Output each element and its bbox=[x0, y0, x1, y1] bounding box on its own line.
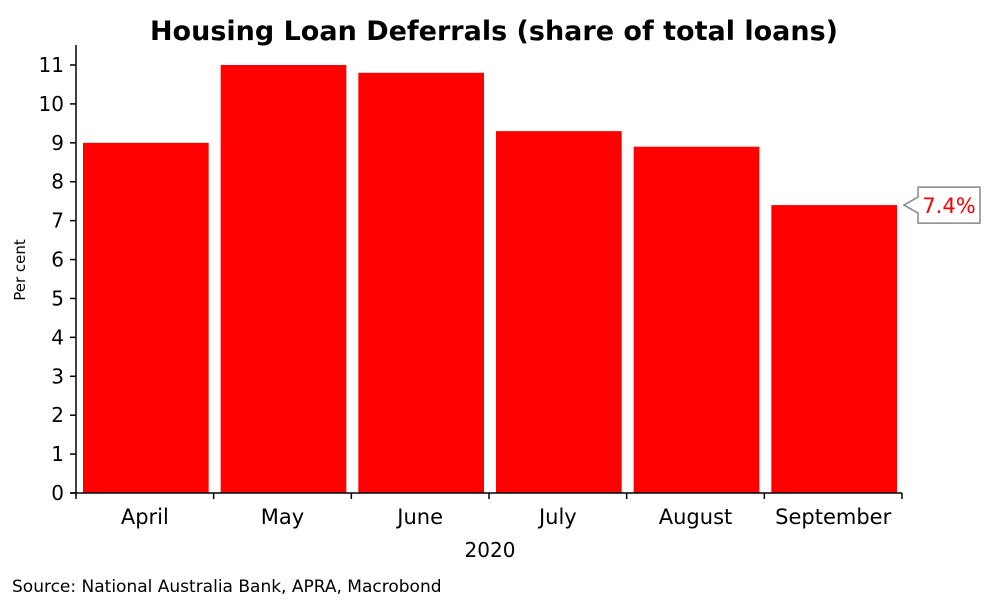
x-category-label: July bbox=[537, 505, 577, 529]
y-tick-label: 0 bbox=[51, 481, 64, 505]
y-tick-label: 9 bbox=[51, 131, 64, 155]
x-category-label: May bbox=[261, 505, 304, 529]
callout-label: 7.4% bbox=[922, 194, 975, 218]
y-tick-label: 7 bbox=[51, 209, 64, 233]
y-tick-label: 5 bbox=[51, 286, 64, 310]
y-tick-label: 8 bbox=[51, 170, 64, 194]
x-axis-title: 2020 bbox=[465, 538, 516, 562]
x-category-label: September bbox=[775, 505, 891, 529]
bar-august bbox=[633, 146, 760, 493]
bars bbox=[83, 65, 897, 494]
y-tick-label: 6 bbox=[51, 248, 64, 272]
bar-september bbox=[771, 205, 897, 493]
bar-june bbox=[358, 72, 484, 494]
y-tick-label: 10 bbox=[39, 92, 64, 116]
y-tick-label: 11 bbox=[39, 53, 64, 77]
source-note: Source: National Australia Bank, APRA, M… bbox=[12, 577, 442, 597]
x-axis: April May June July August September bbox=[70, 492, 903, 529]
bar-july bbox=[496, 131, 622, 494]
y-axis: 0 1 2 3 4 5 6 7 8 9 10 11 bbox=[39, 45, 77, 505]
bar-may bbox=[220, 65, 347, 493]
x-category-label: August bbox=[659, 505, 733, 529]
bar-april bbox=[83, 142, 209, 493]
y-tick-label: 3 bbox=[51, 364, 64, 388]
value-callout: 7.4% bbox=[902, 186, 981, 224]
x-category-label: April bbox=[121, 505, 169, 529]
y-tick-label: 2 bbox=[51, 403, 64, 427]
chart-title: Housing Loan Deferrals (share of total l… bbox=[150, 16, 838, 47]
x-category-label: June bbox=[395, 505, 443, 529]
y-axis-title: Per cent bbox=[11, 239, 29, 301]
y-tick-label: 4 bbox=[51, 325, 64, 349]
y-tick-label: 1 bbox=[51, 442, 64, 466]
callout-box bbox=[902, 186, 981, 224]
